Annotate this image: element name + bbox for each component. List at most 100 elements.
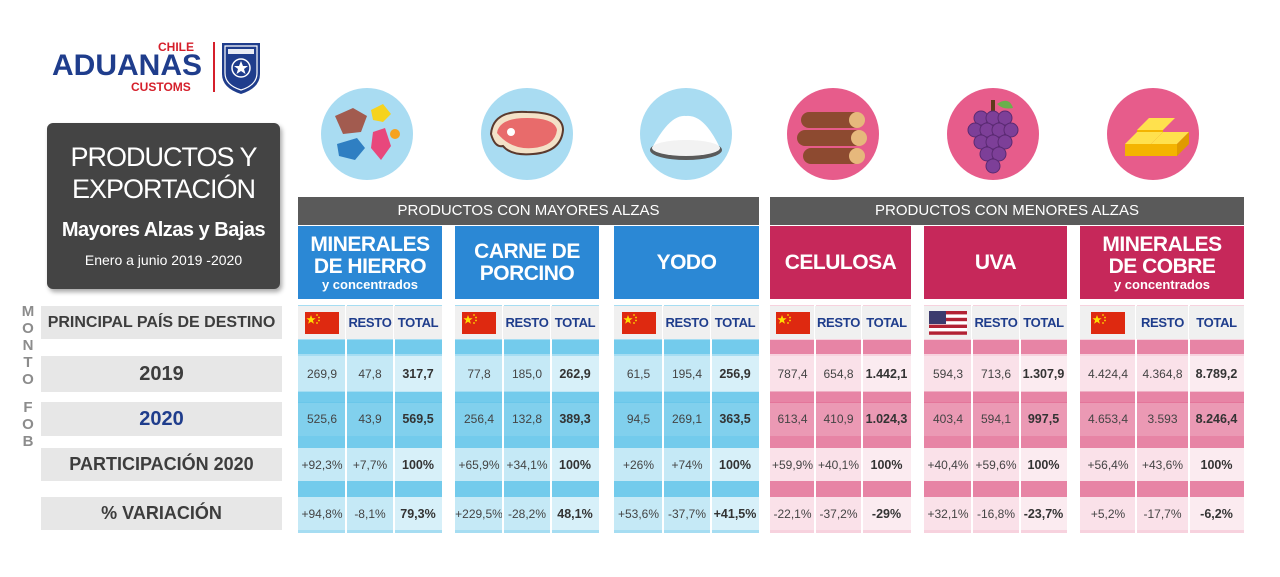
column-divider <box>502 305 504 533</box>
share-value-cell: 100% <box>551 448 599 481</box>
variation-value-cell: -37,7% <box>663 497 711 530</box>
rest-header: RESTO <box>815 306 862 339</box>
product-name-line-1: CELULOSA <box>784 250 897 274</box>
y2019-value-cell: 185,0 <box>503 356 551 392</box>
column-divider <box>550 305 552 533</box>
logo-customs-text: CUSTOMS <box>131 80 191 94</box>
china-flag-icon <box>1091 311 1125 334</box>
variation-value-cell: -29% <box>862 497 911 530</box>
china-flag-icon <box>621 311 656 334</box>
rest-header: RESTO <box>972 306 1020 339</box>
y2019-value-cell: 787,4 <box>770 356 815 392</box>
share-value-cell: 100% <box>394 448 442 481</box>
highlight-band-2020 <box>614 402 759 436</box>
china-flag-icon <box>305 311 339 334</box>
group-header-lower: PRODUCTOS CON MENORES ALZAS <box>770 197 1244 225</box>
row-separator <box>298 340 442 354</box>
y2019-value-cell: 262,9 <box>551 356 599 392</box>
variation-value-cell: +229,5% <box>455 497 503 530</box>
column-divider <box>345 305 347 533</box>
share-value-cell: 100% <box>1020 448 1067 481</box>
y2019-value-cell: 654,8 <box>815 356 862 392</box>
side-label-letter: O <box>22 371 34 388</box>
column-divider <box>1019 305 1021 533</box>
variation-value-cell: +53,6% <box>614 497 663 530</box>
share-value-cell: +92,3% <box>298 448 346 481</box>
row-separator <box>298 391 442 403</box>
product-name-sub: y concentrados <box>321 276 419 292</box>
product-name-line-2: DE COBRE <box>1108 254 1216 278</box>
y2020-value-cell: 269,1 <box>671 412 703 426</box>
product-name-line-1: UVA <box>974 250 1017 274</box>
rest-header: RESTO <box>1136 306 1189 339</box>
side-label-letter: O <box>22 320 34 337</box>
highlight-band-2020 <box>455 402 599 436</box>
destination-flag-cell <box>455 306 503 339</box>
y2019-value-cell: 4.424,4 <box>1080 356 1136 392</box>
product-header: MINERALES DE HIERRO y concentrados <box>298 226 442 299</box>
logo-aduanas-text: ADUANAS <box>52 49 202 82</box>
y2019-value-cell: 195,4 <box>663 356 711 392</box>
variation-value-cell: 79,3% <box>394 497 442 530</box>
y2020-value-cell: 594,1 <box>980 412 1012 426</box>
variation-value-cell: -8,1% <box>346 497 394 530</box>
highlight-band-2020 <box>770 402 911 436</box>
share-value-cell: +7,7% <box>346 448 394 481</box>
side-label-letter: N <box>22 337 34 354</box>
product-name-line-2: DE HIERRO <box>313 254 427 278</box>
total-header: TOTAL <box>394 306 442 339</box>
variation-value-cell: +5,2% <box>1080 497 1136 530</box>
column-divider <box>1188 305 1190 533</box>
product-header: MINERALES DE COBRE y concentrados <box>1080 226 1244 299</box>
variation-value-cell: -37,2% <box>815 497 862 530</box>
total-header: TOTAL <box>711 306 759 339</box>
grapes-icon <box>947 88 1039 180</box>
variation-value-cell: -23,7% <box>1020 497 1067 530</box>
rest-header: RESTO <box>346 306 394 339</box>
product-header: YODO <box>614 226 759 299</box>
total-header: TOTAL <box>551 306 599 339</box>
y2020-value-cell: 4.653,4 <box>1087 412 1129 426</box>
y2020-value-cell: 8.246,4 <box>1195 412 1238 426</box>
column-divider <box>861 305 863 533</box>
y2020-value-cell: 613,4 <box>777 412 808 426</box>
row-separator <box>1080 340 1244 354</box>
row-separator <box>298 436 442 448</box>
product-header: UVA <box>924 226 1067 299</box>
row-separator <box>1080 436 1244 448</box>
row-separator <box>770 481 911 497</box>
y2019-value-cell: 594,3 <box>924 356 972 392</box>
column-divider <box>393 305 395 533</box>
row-label-share: PARTICIPACIÓN 2020 <box>41 448 282 481</box>
share-value-cell: 100% <box>711 448 759 481</box>
side-label-letter: T <box>23 354 33 371</box>
y2019-value-cell: 269,9 <box>298 356 346 392</box>
variation-value-cell: +94,8% <box>298 497 346 530</box>
total-header: TOTAL <box>1189 306 1244 339</box>
side-label-letter: O <box>22 416 34 433</box>
y2020-value-cell: 525,6 <box>306 412 338 426</box>
share-value-cell: +59,9% <box>770 448 815 481</box>
row-separator <box>455 481 599 497</box>
column-divider <box>1135 305 1137 533</box>
y2020-value-cell: 132,8 <box>511 412 543 426</box>
total-header: TOTAL <box>1020 306 1067 339</box>
row-separator <box>924 436 1067 448</box>
row-separator <box>455 436 599 448</box>
y2020-value-cell: 569,5 <box>402 412 434 426</box>
share-value-cell: +40,1% <box>815 448 862 481</box>
product-name-sub: y concentrados <box>1113 276 1211 292</box>
variation-value-cell: -17,7% <box>1136 497 1189 530</box>
china-flag-icon <box>462 311 496 334</box>
y2020-value-cell: 3.593 <box>1147 412 1178 426</box>
row-label-destination: PRINCIPAL PAÍS DE DESTINO <box>41 306 282 339</box>
row-separator <box>1080 391 1244 403</box>
y2020-value-cell: 1.024,3 <box>865 412 908 426</box>
iodine-powder-icon <box>640 88 732 180</box>
row-separator <box>614 436 759 448</box>
share-value-cell: +65,9% <box>455 448 503 481</box>
total-header: TOTAL <box>862 306 911 339</box>
share-value-cell: +56,4% <box>1080 448 1136 481</box>
variation-value-cell: -22,1% <box>770 497 815 530</box>
highlight-band-2020 <box>924 402 1067 436</box>
